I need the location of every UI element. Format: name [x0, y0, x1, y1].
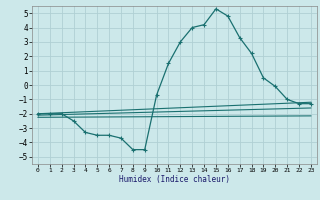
X-axis label: Humidex (Indice chaleur): Humidex (Indice chaleur)	[119, 175, 230, 184]
